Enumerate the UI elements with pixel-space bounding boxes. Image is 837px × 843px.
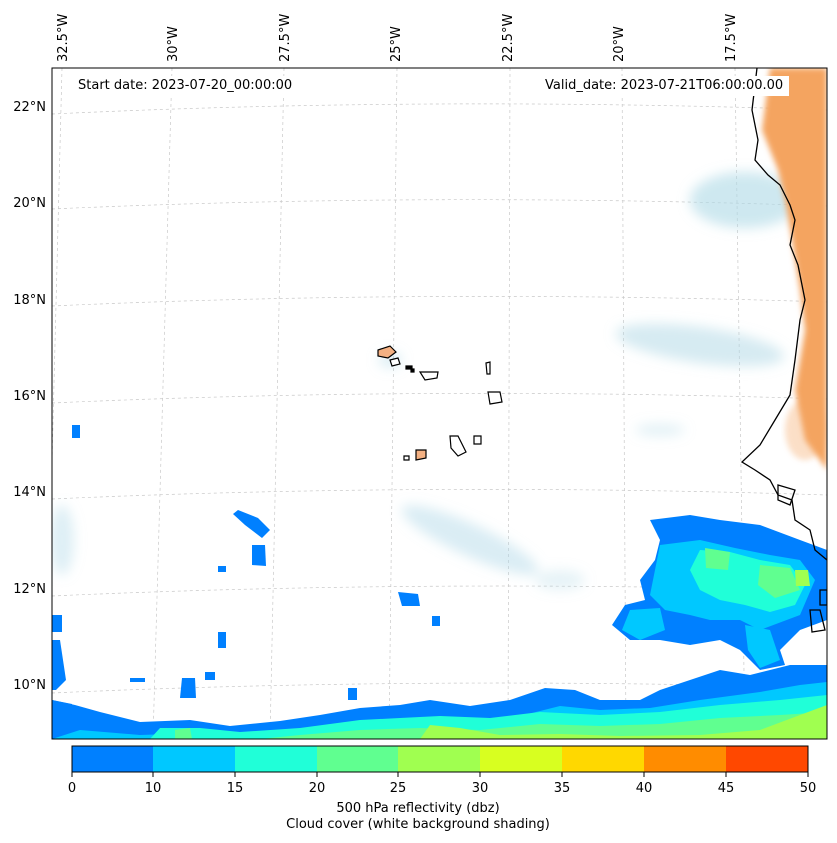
- coastline: [740, 68, 827, 633]
- colorbar: 0 10 15 20 25 30 35 40 45 50: [68, 745, 817, 796]
- valid-date-label: Valid_date: 2023-07-21T06:00:00.00: [539, 76, 790, 96]
- colorbar-tick: 10: [145, 781, 162, 796]
- colorbar-caption: 500 hPa reflectivity (dbz) Cloud cover (…: [0, 801, 836, 833]
- colorbar-segment: [726, 746, 808, 772]
- colorbar-tick: 45: [718, 781, 735, 796]
- colorbar-segment: [72, 746, 154, 772]
- colorbar-border: [71, 745, 809, 773]
- colorbar-tick: 25: [390, 781, 407, 796]
- colorbar-tick: 15: [227, 781, 244, 796]
- colorbar-segment: [562, 746, 644, 772]
- lon-label: 25°W: [389, 26, 404, 62]
- lat-label: 16°N: [13, 389, 46, 404]
- lon-label: 17.5°W: [724, 14, 739, 62]
- lon-label: 30°W: [166, 26, 181, 62]
- colorbar-label-line2: Cloud cover (white background shading): [286, 817, 550, 832]
- cloud-cover-shading: [52, 172, 800, 590]
- start-date-label: Start date: 2023-07-20_00:00:00: [72, 76, 299, 96]
- colorbar-segment: [644, 746, 726, 772]
- reflectivity-25-30: [420, 570, 827, 739]
- colorbar-label-line1: 500 hPa reflectivity (dbz): [336, 801, 500, 816]
- colorbar-segment: [235, 746, 317, 772]
- longitude-labels: 32.5°W 30°W 27.5°W 25°W 22.5°W 20°W 17.5…: [56, 14, 739, 62]
- colorbar-tick: 20: [309, 781, 326, 796]
- colorbar-tick: 0: [68, 781, 76, 796]
- lat-label: 18°N: [13, 293, 46, 308]
- latitude-labels: 22°N 20°N 18°N 16°N 14°N 12°N 10°N: [13, 100, 46, 693]
- map-border: [51, 67, 828, 740]
- colorbar-tick: 40: [636, 781, 653, 796]
- colorbar-segment: [153, 746, 235, 772]
- reflectivity-20-25: [175, 548, 827, 739]
- colorbar-tick: 30: [472, 781, 489, 796]
- lat-label: 14°N: [13, 485, 46, 500]
- land-temperature-shading: [762, 68, 827, 470]
- lat-label: 22°N: [13, 100, 46, 115]
- colorbar-segment: [480, 746, 562, 772]
- colorbar-segment: [398, 746, 480, 772]
- lat-label: 10°N: [13, 678, 46, 693]
- lon-label: 32.5°W: [56, 14, 71, 62]
- lon-label: 22.5°W: [501, 14, 516, 62]
- lat-label: 20°N: [13, 196, 46, 211]
- cape-verde-islands: [377, 345, 503, 461]
- colorbar-tick: 35: [554, 781, 571, 796]
- colorbar-segment: [317, 746, 399, 772]
- lon-label: 20°W: [612, 26, 627, 62]
- lat-label: 12°N: [13, 582, 46, 597]
- colorbar-tick: 50: [800, 781, 817, 796]
- lon-label: 27.5°W: [278, 14, 293, 62]
